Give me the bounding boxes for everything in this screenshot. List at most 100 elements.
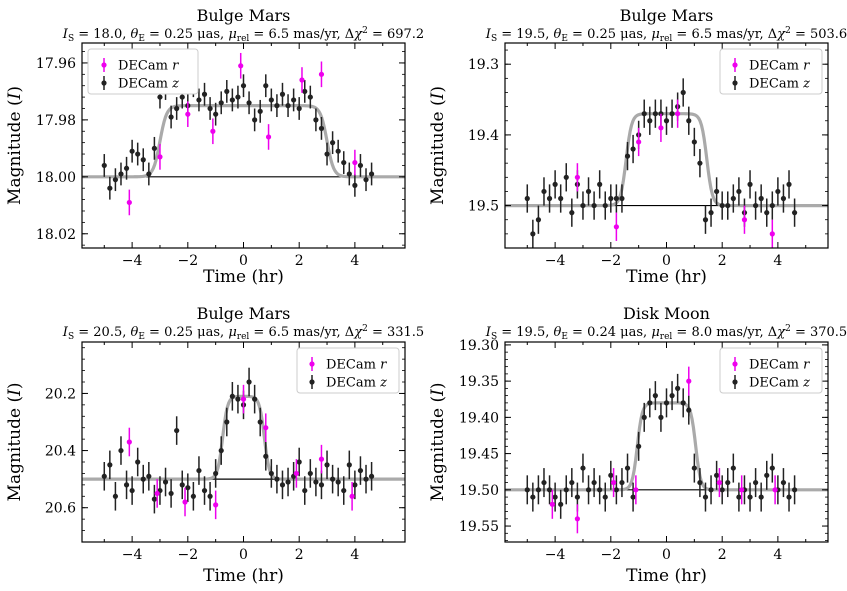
- legend-r-label: DECam r: [749, 358, 810, 373]
- data-point-r: [318, 456, 325, 462]
- y-tick-label: 19.40: [459, 410, 499, 426]
- data-point-z: [330, 140, 336, 146]
- legend-r-label: DECam r: [118, 59, 179, 74]
- y-tick-label: 19.45: [459, 447, 499, 463]
- x-tick-label: −4: [122, 253, 143, 269]
- data-point-r: [574, 174, 580, 180]
- data-point-z: [307, 94, 313, 100]
- data-point-z: [613, 195, 619, 202]
- data-point-z: [229, 393, 235, 399]
- data-point-z: [613, 487, 619, 493]
- data-point-z: [224, 88, 230, 95]
- legend-z-marker: [101, 80, 107, 86]
- data-point-z: [647, 400, 653, 406]
- data-point-z: [636, 443, 642, 449]
- data-point-z: [758, 494, 764, 500]
- data-point-z: [151, 496, 157, 502]
- data-point-z: [179, 482, 185, 488]
- x-tick-label: −2: [600, 253, 621, 269]
- data-point-z: [257, 108, 263, 114]
- data-point-z: [235, 94, 241, 100]
- data-point-z: [569, 479, 575, 486]
- panel-subtitle: IS = 19.5, θE = 0.25 μas, μrel = 6.5 mas…: [485, 26, 847, 44]
- data-point-z: [330, 476, 336, 482]
- panel-2: Bulge Mars IS = 20.5, θE = 0.25 μas, μre…: [5, 304, 424, 586]
- data-point-z: [313, 479, 319, 485]
- data-point-z: [552, 181, 558, 187]
- data-point-z: [708, 210, 714, 216]
- y-tick-label: 20.4: [45, 444, 76, 460]
- panel-subtitle: IS = 19.5, θE = 0.24 μas, μrel = 8.0 mas…: [485, 324, 847, 342]
- panel-title: Bulge Mars: [197, 304, 291, 323]
- data-point-z: [357, 467, 364, 474]
- data-point-r: [574, 516, 580, 522]
- data-point-z: [764, 210, 770, 216]
- y-tick-label: 20.2: [45, 386, 76, 402]
- data-point-z: [602, 494, 608, 500]
- axes-frame: [81, 42, 406, 249]
- legend-z-label: DECam z: [118, 77, 179, 92]
- x-tick-label: 4: [350, 253, 359, 269]
- data-point-z: [574, 494, 580, 500]
- data-point-z: [162, 479, 169, 485]
- data-point-z: [569, 210, 575, 216]
- data-point-z: [123, 165, 130, 171]
- legend-box: [719, 48, 823, 95]
- data-point-z: [630, 146, 636, 152]
- data-point-z: [185, 485, 191, 491]
- data-point-z: [747, 181, 753, 187]
- data-point-z: [725, 479, 731, 486]
- data-point-z: [524, 195, 530, 202]
- data-point-z: [274, 103, 280, 109]
- data-point-r: [686, 378, 692, 384]
- data-point-z: [107, 185, 113, 191]
- data-point-z: [675, 385, 681, 391]
- data-point-z: [235, 396, 241, 402]
- x-tick-label: 2: [295, 547, 304, 563]
- data-point-z: [246, 100, 252, 106]
- data-point-r: [318, 71, 325, 77]
- data-point-r: [349, 493, 355, 499]
- y-tick-label: 19.55: [459, 519, 499, 535]
- data-point-z: [652, 393, 658, 399]
- data-point-z: [597, 487, 603, 493]
- data-point-z: [112, 493, 119, 499]
- data-point-z: [341, 159, 347, 166]
- data-point-z: [363, 476, 369, 482]
- model-curve: [82, 104, 405, 179]
- y-tick-label: 19.50: [459, 483, 499, 499]
- data-point-z: [552, 494, 558, 500]
- data-point-z: [268, 97, 274, 103]
- data-point-r: [633, 487, 639, 493]
- data-point-z: [224, 419, 230, 425]
- data-point-z: [118, 171, 124, 177]
- data-point-z: [352, 182, 358, 188]
- data-point-z: [719, 487, 725, 493]
- y-tick-label: 20.6: [45, 501, 76, 517]
- data-point-z: [691, 139, 697, 145]
- panel-3: Disk Moon IS = 19.5, θE = 0.24 μas, μrel…: [428, 304, 847, 586]
- legend-r-marker: [732, 361, 738, 367]
- data-point-r: [739, 487, 745, 493]
- y-tick-label: 19.30: [459, 338, 499, 354]
- data-point-z: [786, 181, 792, 187]
- data-point-z: [619, 195, 625, 202]
- data-point-z: [291, 97, 297, 103]
- data-point-r: [182, 499, 188, 505]
- data-point-z: [563, 487, 569, 493]
- data-point-z: [101, 162, 107, 169]
- data-point-z: [307, 470, 313, 477]
- data-point-z: [708, 487, 714, 493]
- y-axis-label: Magnitude (I): [5, 86, 25, 205]
- data-point-z: [558, 501, 564, 507]
- data-point-z: [252, 396, 258, 402]
- data-point-z: [658, 414, 664, 420]
- x-tick-label: −4: [122, 547, 143, 563]
- x-tick-label: −4: [545, 253, 566, 269]
- x-tick-label: −4: [545, 547, 566, 563]
- data-point-z: [201, 91, 208, 97]
- x-tick-label: 2: [295, 253, 304, 269]
- data-point-z: [541, 479, 547, 486]
- data-point-r: [126, 439, 132, 445]
- data-point-z: [624, 153, 631, 159]
